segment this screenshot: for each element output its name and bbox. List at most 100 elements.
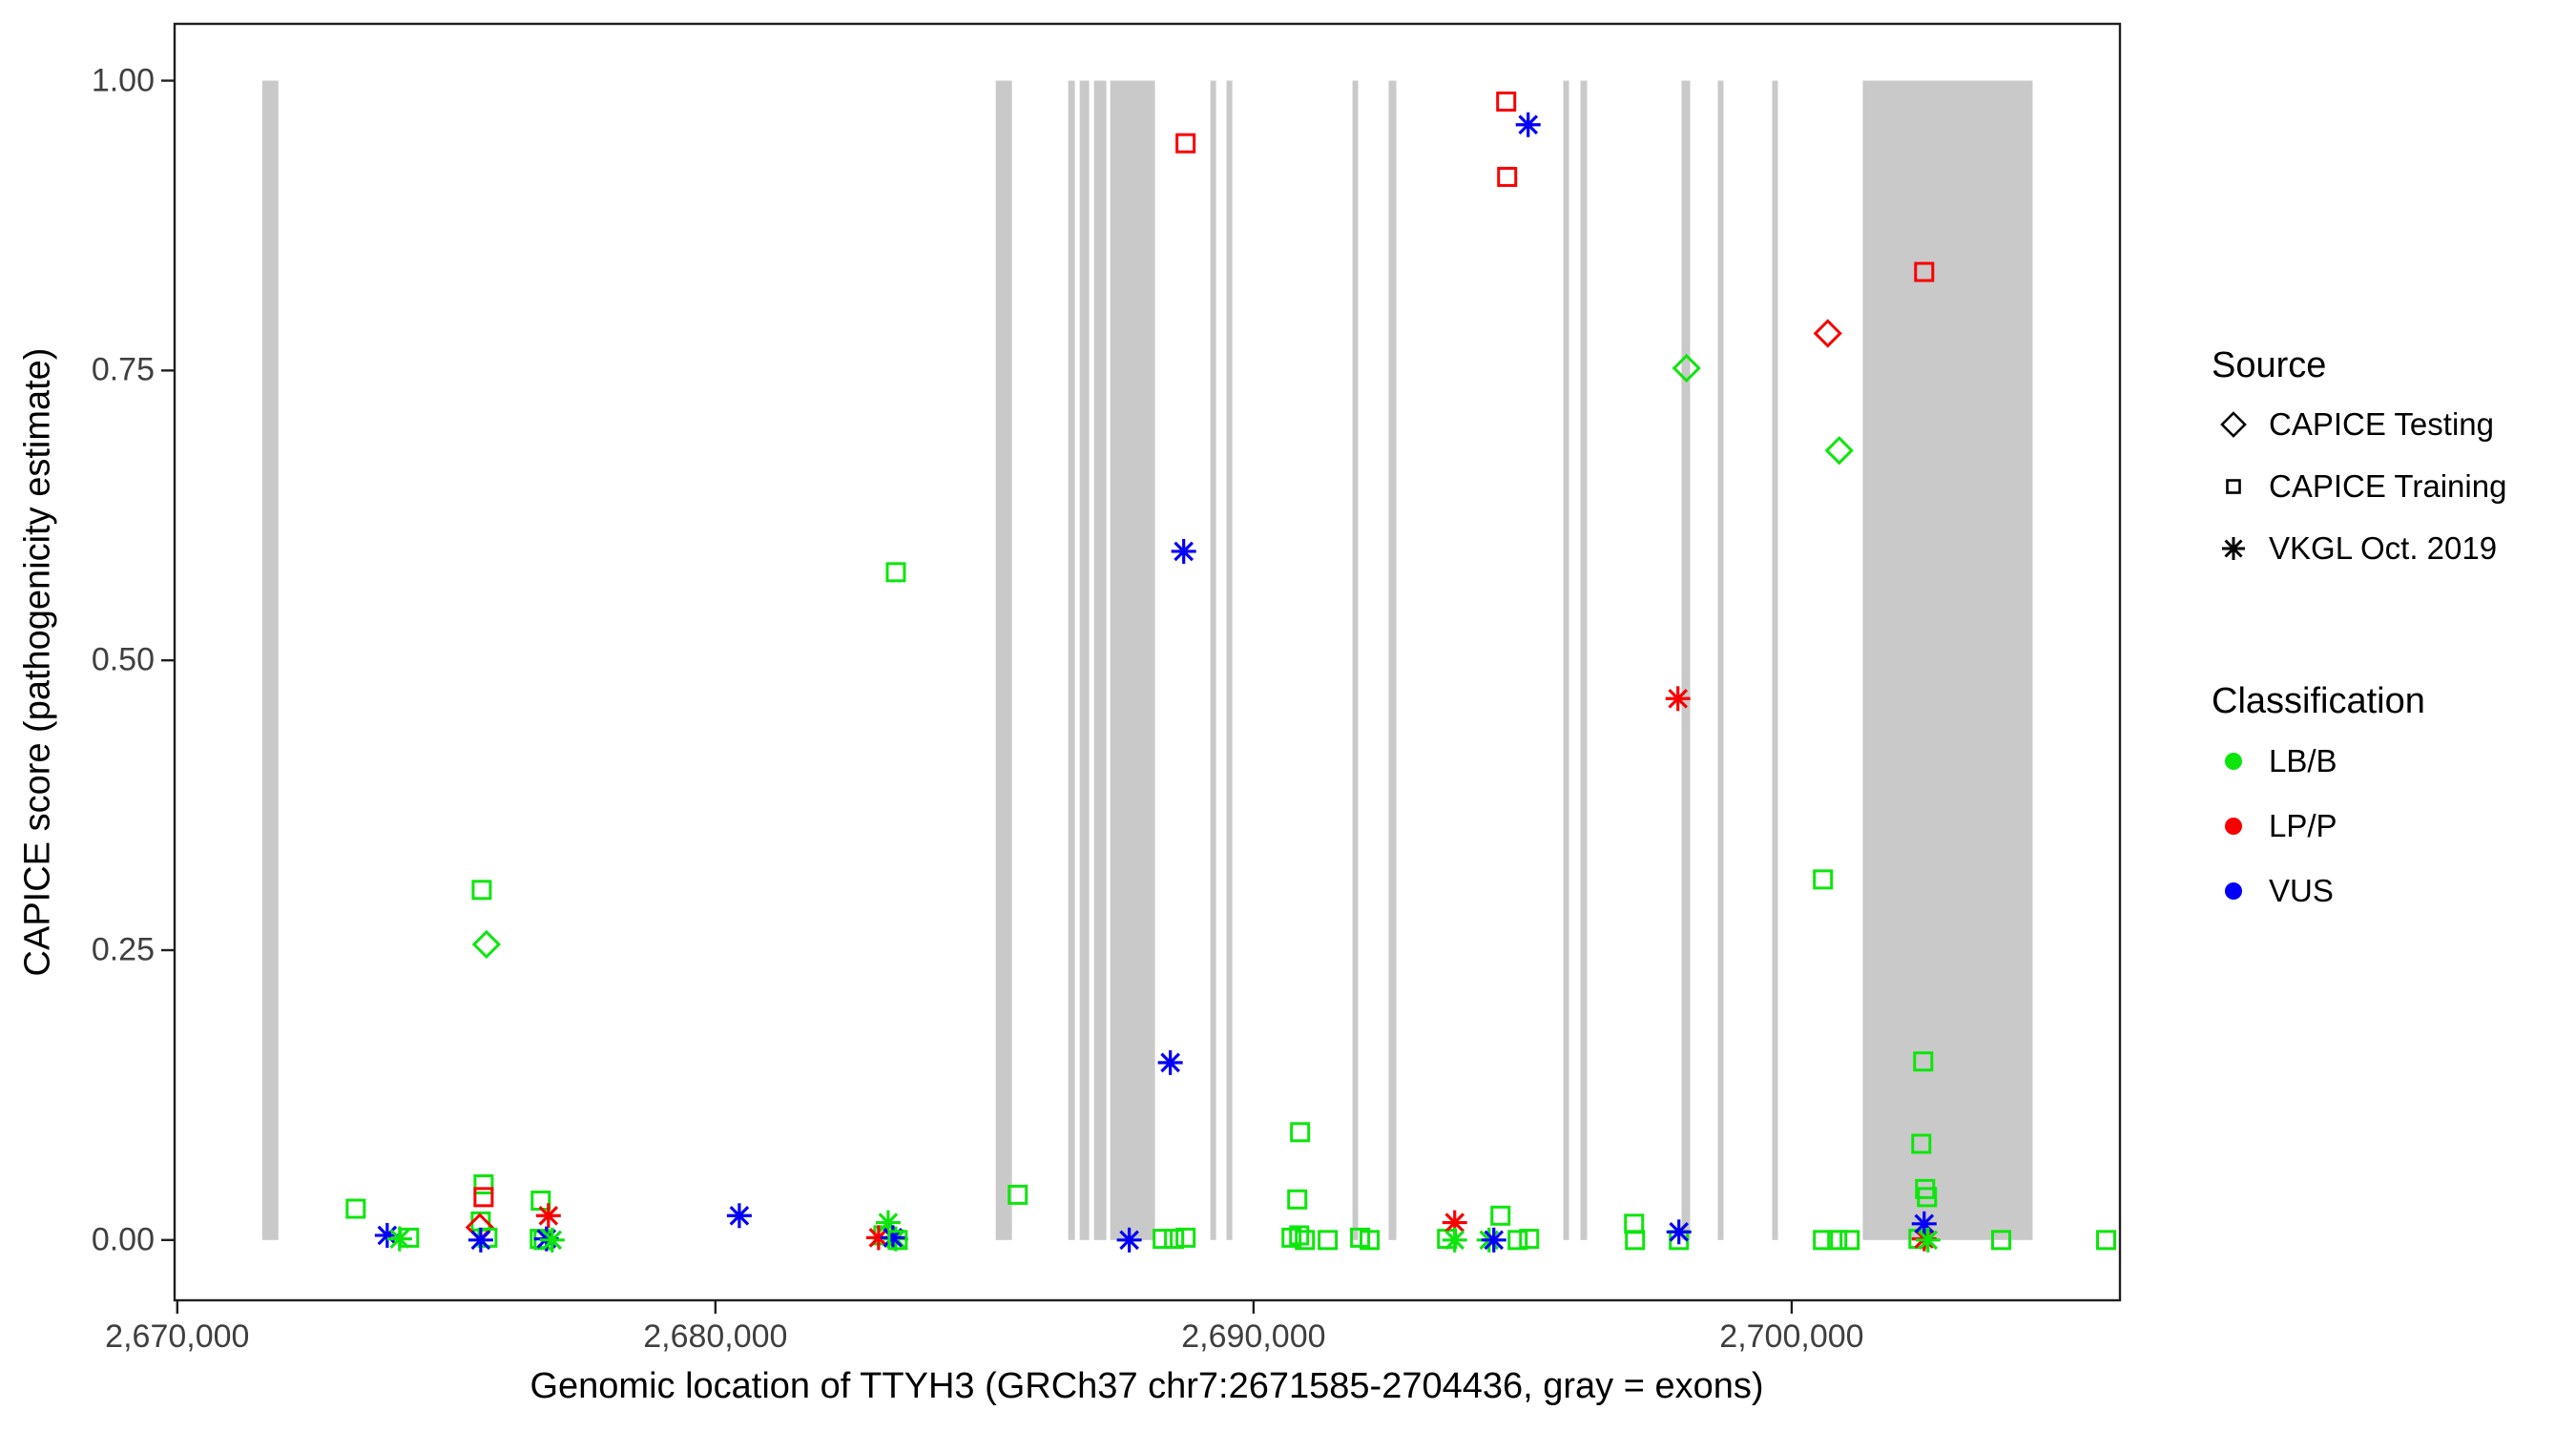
exon-band — [1388, 80, 1397, 1240]
y-tick-label: 0.25 — [91, 931, 155, 968]
exon-band — [1210, 80, 1216, 1240]
square-marker — [1813, 1230, 1834, 1251]
green-dot-icon — [2225, 753, 2242, 770]
asterisk-marker — [1911, 1211, 1937, 1236]
square-marker — [399, 1227, 420, 1248]
diamond-marker — [1672, 353, 1701, 384]
square-marker — [1175, 1227, 1196, 1248]
x-tick-label: 2,700,000 — [1719, 1318, 1864, 1355]
square-marker — [2096, 1230, 2117, 1251]
square-marker — [1164, 1229, 1185, 1250]
exon-band — [1580, 80, 1588, 1240]
asterisk-marker — [1442, 1227, 1467, 1253]
y-axis-title: CAPICE score (pathogenicity estimate) — [17, 347, 58, 977]
asterisk-marker — [1515, 112, 1541, 137]
square-marker — [885, 562, 906, 583]
square-marker — [887, 1230, 908, 1251]
exon-band — [261, 80, 279, 1240]
square-marker — [1008, 1184, 1028, 1205]
asterisk-marker — [726, 1203, 752, 1229]
blue-dot-icon — [2225, 882, 2242, 900]
asterisk-marker — [1915, 1227, 1941, 1253]
square-marker — [1519, 1229, 1540, 1250]
square-marker — [1917, 1187, 1938, 1208]
square-marker — [1496, 91, 1517, 112]
diamond-marker — [1824, 436, 1854, 466]
legend-item-vkgl: VKGL Oct. 2019 — [2212, 517, 2506, 579]
exon-band — [1772, 80, 1778, 1240]
x-tick-label: 2,690,000 — [1181, 1318, 1326, 1355]
square-marker — [1911, 1133, 1932, 1154]
legend-source-items: CAPICE Testing CAPICE Training VKGL — [2212, 393, 2506, 579]
square-marker — [1175, 133, 1196, 154]
legend-classification-items: LB/B LP/P VUS — [2212, 729, 2506, 923]
square-marker — [1153, 1229, 1174, 1250]
exon-band — [1110, 80, 1155, 1240]
square-marker — [345, 1198, 366, 1219]
square-marker — [1839, 1230, 1860, 1251]
legend-item-label: VUS — [2269, 873, 2334, 908]
square-marker — [1624, 1213, 1645, 1234]
legend: Source CAPICE Testing CAPICE Training — [2212, 343, 2506, 923]
asterisk-marker — [880, 1225, 905, 1251]
square-marker — [1625, 1230, 1646, 1251]
square-marker — [1287, 1189, 1308, 1210]
asterisk-marker — [1116, 1227, 1142, 1253]
legend-item-capice-testing: CAPICE Testing — [2212, 393, 2506, 455]
legend-spacer — [2212, 579, 2506, 679]
asterisk-marker — [539, 1227, 565, 1253]
legend-source-title: Source — [2212, 345, 2327, 385]
square-marker — [473, 1187, 494, 1208]
exon-band — [1862, 80, 2033, 1240]
legend-item-label: CAPICE Training — [2269, 467, 2507, 504]
square-marker — [1290, 1122, 1311, 1143]
asterisk-marker — [1665, 686, 1691, 712]
square-marker — [1507, 1230, 1528, 1251]
y-tick-label: 0.00 — [91, 1221, 155, 1258]
square-marker — [473, 1173, 494, 1194]
legend-item-label: VKGL Oct. 2019 — [2269, 529, 2498, 566]
diamond-marker — [471, 929, 501, 960]
legend-item-label: LB/B — [2269, 743, 2337, 778]
square-marker — [1295, 1230, 1316, 1251]
square-marker — [1827, 1230, 1848, 1251]
x-tick-label: 2,670,000 — [105, 1318, 250, 1355]
exon-band — [1068, 80, 1075, 1240]
y-tick-label: 1.00 — [91, 62, 155, 99]
legend-item-vus: VUS — [2212, 859, 2506, 923]
asterisk-marker — [1666, 1219, 1692, 1245]
asterisk-marker — [1157, 1049, 1183, 1075]
asterisk-marker — [1481, 1227, 1506, 1253]
legend-item-label: CAPICE Testing — [2269, 405, 2494, 442]
y-tick-label: 0.75 — [91, 351, 155, 388]
y-tick-label: 0.50 — [91, 641, 155, 678]
red-dot-icon — [2225, 818, 2242, 835]
square-marker — [471, 880, 492, 901]
diamond-icon — [2220, 410, 2247, 438]
exon-band — [1717, 80, 1724, 1240]
legend-item-label: LP/P — [2269, 808, 2337, 843]
exon-band — [1681, 80, 1691, 1240]
asterisk-marker — [1171, 538, 1196, 564]
exon-band — [1079, 80, 1090, 1240]
diamond-marker — [1813, 319, 1842, 348]
asterisk-marker — [467, 1227, 493, 1253]
square-icon — [2226, 478, 2241, 494]
square-marker — [1289, 1225, 1310, 1246]
legend-classification-title: Classification — [2212, 681, 2425, 721]
exon-band — [1563, 80, 1569, 1240]
square-marker — [1490, 1205, 1511, 1226]
legend-item-capice-training: CAPICE Training — [2212, 455, 2506, 517]
square-marker — [1914, 261, 1935, 282]
panel-border — [173, 22, 2122, 1302]
x-tick-label: 2,680,000 — [643, 1318, 788, 1355]
exon-band — [1352, 80, 1359, 1240]
square-marker — [1360, 1230, 1381, 1251]
exon-band — [995, 80, 1012, 1240]
asterisk-icon — [2222, 536, 2245, 560]
legend-item-lbb: LB/B — [2212, 729, 2506, 794]
asterisk-marker — [535, 1203, 561, 1229]
legend-item-lpp: LP/P — [2212, 794, 2506, 859]
